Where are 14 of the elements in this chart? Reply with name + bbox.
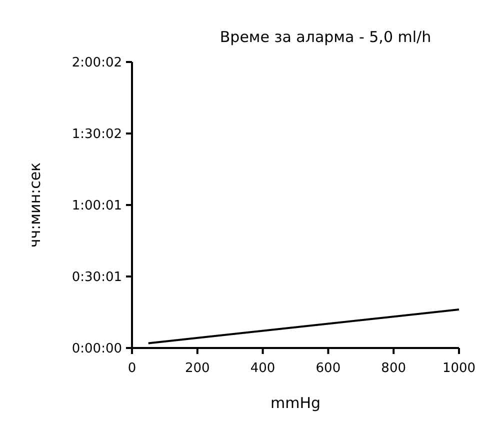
x-axis-title: mmHg: [270, 394, 321, 412]
y-tick-label: 1:30:02: [72, 127, 122, 142]
x-tick-label: 600: [316, 361, 341, 376]
y-tick-label: 0:00:00: [72, 342, 122, 357]
x-tick-label: 400: [250, 361, 276, 376]
x-tick-label: 800: [381, 361, 406, 376]
x-tick-label: 1000: [442, 361, 476, 376]
chart-title: Време за аларма - 5,0 ml/h: [220, 28, 432, 46]
x-tick-label: 200: [184, 361, 210, 376]
y-tick-label: 0:30:01: [72, 270, 122, 286]
x-tick-label: 0: [128, 361, 136, 376]
y-tick-label: 1:00:01: [72, 198, 122, 214]
y-axis-title: чч:мин:сек: [26, 162, 44, 248]
y-tick-label: 2:00:02: [72, 56, 122, 71]
